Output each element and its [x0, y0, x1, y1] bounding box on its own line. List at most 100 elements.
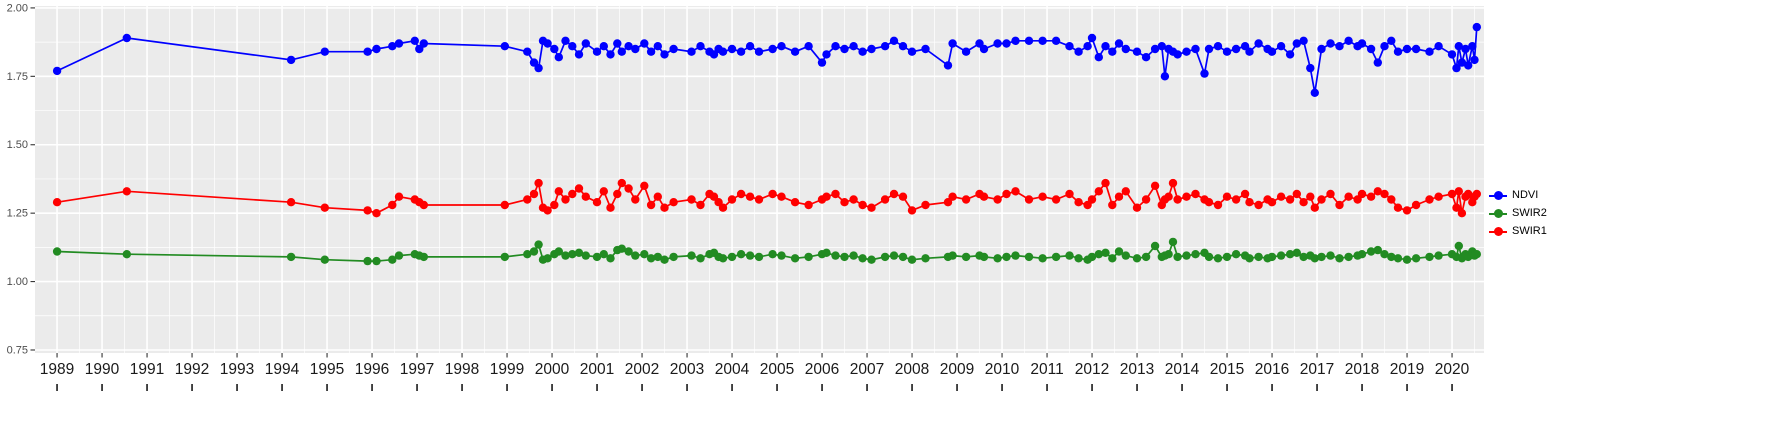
data-point — [1132, 254, 1142, 263]
data-point — [1160, 72, 1170, 81]
data-point — [858, 200, 867, 210]
data-point — [831, 189, 840, 199]
data-point — [1024, 195, 1034, 204]
data-point — [1002, 39, 1011, 48]
data-point — [561, 251, 570, 260]
data-point — [529, 247, 539, 256]
data-point — [831, 42, 840, 51]
data-point — [1168, 178, 1178, 188]
data-point — [52, 198, 62, 207]
data-point — [1074, 47, 1083, 56]
data-point — [1065, 42, 1074, 51]
data-point — [410, 36, 419, 45]
data-point — [363, 256, 372, 266]
x-tick-label: 1993 — [220, 361, 254, 378]
legend-item-swir1: SWIR1 — [1489, 223, 1547, 240]
data-point — [961, 195, 971, 204]
data-point — [745, 251, 755, 260]
data-point — [613, 189, 622, 199]
data-point — [1425, 195, 1434, 204]
data-point — [1204, 198, 1214, 207]
data-point — [1457, 58, 1467, 67]
data-point — [1461, 44, 1470, 54]
data-point — [500, 42, 509, 51]
data-point — [1335, 200, 1344, 210]
data-point — [1157, 42, 1167, 51]
y-axis: 0.75 1.00 1.25 1.50 1.75 2.00 — [7, 2, 35, 356]
data-point — [1285, 195, 1295, 204]
x-tick-label: 2011 — [1030, 361, 1063, 378]
data-point — [1101, 42, 1110, 51]
x-tick-label: 2012 — [1075, 361, 1109, 378]
ndvi-point-icon — [1489, 187, 1507, 204]
data-point — [500, 252, 509, 262]
data-point — [1254, 200, 1263, 210]
data-point — [790, 198, 800, 207]
data-point — [1213, 42, 1223, 51]
data-point — [1173, 50, 1182, 59]
data-point — [1245, 198, 1254, 207]
data-point — [1204, 252, 1214, 262]
x-tick-label: 2020 — [1435, 361, 1470, 378]
data-point — [907, 255, 917, 264]
data-point — [1317, 195, 1326, 204]
data-point — [687, 47, 696, 56]
data-point — [907, 47, 917, 56]
x-tick-label: 2001 — [580, 361, 614, 378]
x-tick-label: 2003 — [670, 361, 704, 378]
data-point — [1168, 237, 1178, 247]
legend: NDVI SWIR2 SWIR1 — [1489, 187, 1547, 240]
data-point — [1222, 252, 1232, 262]
x-tick-label: 1998 — [445, 361, 479, 378]
data-point — [523, 47, 532, 56]
data-point — [1285, 250, 1295, 259]
data-point — [1101, 248, 1110, 257]
data-point — [993, 39, 1002, 48]
data-point — [320, 255, 329, 264]
data-point — [419, 200, 428, 210]
data-point — [849, 251, 858, 260]
data-point — [979, 252, 989, 262]
data-point — [1447, 189, 1457, 199]
data-point — [1366, 44, 1376, 54]
data-point — [745, 192, 755, 201]
data-point — [581, 251, 590, 260]
data-point — [394, 192, 404, 201]
data-point — [1141, 195, 1151, 204]
data-point — [1464, 189, 1473, 199]
data-point — [1387, 195, 1396, 204]
data-point — [1213, 200, 1223, 210]
data-point — [880, 252, 890, 262]
data-point — [943, 198, 953, 207]
data-point — [1121, 44, 1131, 54]
data-point — [534, 240, 543, 249]
data-point — [52, 66, 62, 76]
data-point — [554, 53, 563, 62]
data-point — [646, 47, 656, 56]
y-tick-label: 0.75 — [7, 344, 28, 356]
data-point — [1472, 22, 1482, 32]
data-point — [1164, 192, 1173, 201]
x-tick-label: 2008 — [895, 361, 929, 378]
data-point — [1173, 252, 1182, 262]
data-point — [1222, 192, 1232, 201]
data-point — [1108, 47, 1117, 56]
data-point — [948, 39, 957, 48]
x-tick-label: 1997 — [400, 361, 434, 378]
data-point — [388, 255, 397, 264]
data-point — [1292, 39, 1302, 48]
data-point — [736, 189, 746, 199]
data-point — [1335, 42, 1344, 51]
data-point — [849, 195, 858, 204]
data-point — [1141, 252, 1151, 262]
data-point — [1299, 252, 1308, 262]
data-point — [606, 50, 615, 59]
data-point — [52, 247, 62, 256]
x-tick-label: 2014 — [1165, 361, 1200, 378]
data-point — [606, 203, 615, 212]
data-point — [1002, 189, 1011, 199]
data-point — [1150, 241, 1160, 251]
data-point — [550, 44, 559, 54]
data-point — [1173, 195, 1182, 204]
